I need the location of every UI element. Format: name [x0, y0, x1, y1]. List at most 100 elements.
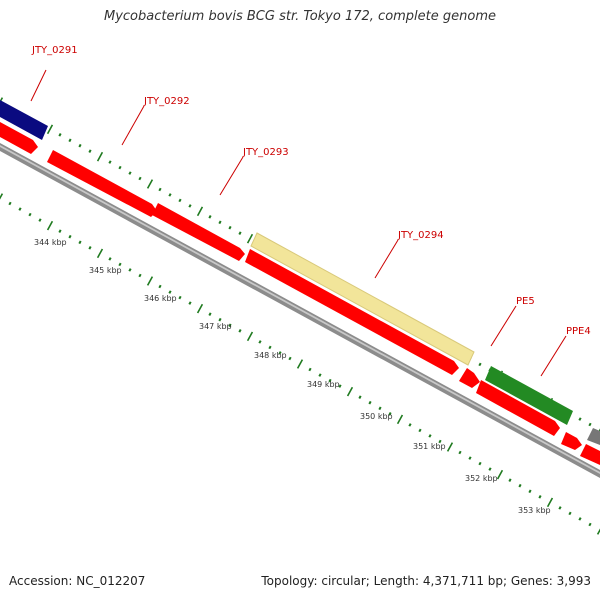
label-jty0294[interactable]: JTY_0294: [397, 230, 444, 241]
scale-ring-major-tick: [596, 528, 600, 535]
scale-label-351: 351 kbp: [413, 442, 446, 451]
feature-jty0291-cds[interactable]: [0, 122, 38, 154]
scale-ring-minor-tick: [138, 273, 142, 278]
scale-ring-major-tick: [546, 497, 554, 508]
scale-ring-minor-tick: [578, 517, 582, 521]
leader-pe5: [490, 305, 517, 347]
scale-ring-minor-tick: [588, 522, 592, 527]
scale-ring-minor-tick: [288, 356, 292, 361]
scale-label-346: 346 kbp: [144, 294, 177, 303]
feature-next-cds-1[interactable]: [561, 432, 582, 450]
scale-ring-major-tick: [146, 276, 154, 286]
scale-ring-minor-tick: [478, 461, 482, 466]
outer-ring-minor-tick: [578, 417, 582, 421]
scale-ring-minor-tick: [418, 428, 422, 433]
scale-ring-major-tick: [0, 193, 4, 200]
label-jty0293[interactable]: JTY_0293: [242, 147, 289, 158]
outer-ring-major-tick: [0, 97, 4, 104]
outer-ring-major-tick: [96, 151, 104, 162]
scale-ring-minor-tick: [308, 367, 312, 372]
feature-next-grey[interactable]: [587, 428, 600, 445]
feature-pe5-cds[interactable]: [459, 368, 480, 388]
scale-ring-minor-tick: [428, 434, 432, 438]
scale-ring-minor-tick: [28, 212, 32, 217]
scale-ring-minor-tick: [458, 450, 462, 455]
scale-ring-minor-tick: [108, 257, 112, 261]
scale-ring-minor-tick: [228, 323, 232, 328]
scale-ring-minor-tick: [128, 268, 132, 272]
scale-ring-minor-tick: [468, 456, 472, 460]
leader-jty0293: [219, 156, 244, 196]
outer-ring-minor-tick: [158, 187, 162, 192]
outer-ring-minor-tick: [88, 149, 92, 153]
scale-ring-minor-tick: [78, 240, 82, 245]
feature-jty0294-cds[interactable]: [245, 249, 459, 375]
feature-jty0291-navy[interactable]: [0, 100, 48, 140]
scale-ring-minor-tick: [518, 483, 522, 488]
scale-label-350: 350 kbp: [360, 412, 393, 421]
feature-next-cds-2[interactable]: [580, 444, 600, 465]
scale-ring-major-tick: [346, 386, 354, 397]
scale-label-347: 347 kbp: [199, 322, 232, 331]
feature-jty0293-cds[interactable]: [152, 203, 245, 261]
leader-jty0294: [374, 239, 399, 279]
scale-ring-major-tick: [46, 220, 54, 231]
scale-ring-minor-tick: [38, 218, 42, 222]
scale-tick-ring: [0, 193, 600, 535]
scale-ring-minor-tick: [118, 262, 122, 267]
scale-ring-minor-tick: [68, 234, 72, 239]
scale-ring-minor-tick: [438, 439, 442, 444]
scale-ring-minor-tick: [538, 495, 542, 499]
outer-ring-minor-tick: [228, 225, 232, 230]
accession-text: Accession: NC_012207: [9, 574, 146, 588]
scale-ring-minor-tick: [378, 406, 382, 411]
scale-ring-minor-tick: [268, 345, 272, 350]
leader-jty0292: [121, 105, 145, 146]
feature-ppe4-green[interactable]: [485, 366, 573, 425]
scale-ring-minor-tick: [508, 478, 512, 482]
label-jty0291[interactable]: JTY_0291: [31, 45, 78, 56]
scale-label-348: 348 kbp: [254, 351, 287, 360]
scale-ring-minor-tick: [208, 312, 212, 316]
scale-ring-minor-tick: [358, 395, 362, 399]
leader-ppe4: [540, 335, 567, 377]
scale-ring-minor-tick: [568, 511, 572, 516]
outer-ring-minor-tick: [588, 422, 592, 427]
map-title: Mycobacterium bovis BCG str. Tokyo 172, …: [104, 9, 496, 24]
scale-ring-minor-tick: [318, 373, 322, 377]
scale-ring-major-tick: [296, 359, 304, 369]
outer-ring-minor-tick: [68, 138, 72, 143]
outer-ring-minor-tick: [218, 220, 222, 225]
scale-ring-major-tick: [96, 248, 104, 259]
scale-ring-minor-tick: [558, 506, 562, 510]
label-ppe4[interactable]: PPE4: [566, 326, 591, 337]
scale-label-352: 352 kbp: [465, 474, 498, 483]
scale-ring-minor-tick: [168, 290, 172, 294]
scale-ring-minor-tick: [88, 246, 92, 250]
leader-jty0291: [30, 69, 47, 102]
label-pe5[interactable]: PE5: [516, 296, 535, 307]
feature-jty0294-khaki[interactable]: [250, 232, 475, 366]
scale-labels: 344 kbp 345 kbp 346 kbp 347 kbp 348 kbp …: [34, 238, 551, 515]
scale-ring-minor-tick: [388, 412, 392, 416]
outer-ring-minor-tick: [58, 133, 62, 137]
outer-ring-minor-tick: [238, 231, 242, 235]
scale-ring-minor-tick: [58, 229, 62, 233]
feature-ppe4-cds[interactable]: [476, 380, 560, 436]
outer-ring-major-tick: [196, 206, 204, 217]
scale-ring-minor-tick: [408, 423, 412, 427]
scale-ring-minor-tick: [238, 329, 242, 333]
scale-ring-minor-tick: [158, 284, 162, 289]
scale-ring-minor-tick: [218, 317, 222, 322]
leader-lines: [30, 69, 567, 377]
scale-label-349: 349 kbp: [307, 380, 340, 389]
label-jty0292[interactable]: JTY_0292: [143, 96, 190, 107]
scale-ring-major-tick: [396, 414, 404, 425]
feature-jty0292-cds[interactable]: [47, 150, 157, 217]
gene-labels: JTY_0291 JTY_0292 JTY_0293 JTY_0294 PE5 …: [31, 45, 591, 337]
scale-ring-minor-tick: [178, 295, 182, 300]
outer-ring-minor-tick: [138, 176, 142, 181]
outer-ring-minor-tick: [108, 160, 112, 164]
scale-ring-minor-tick: [8, 201, 12, 206]
